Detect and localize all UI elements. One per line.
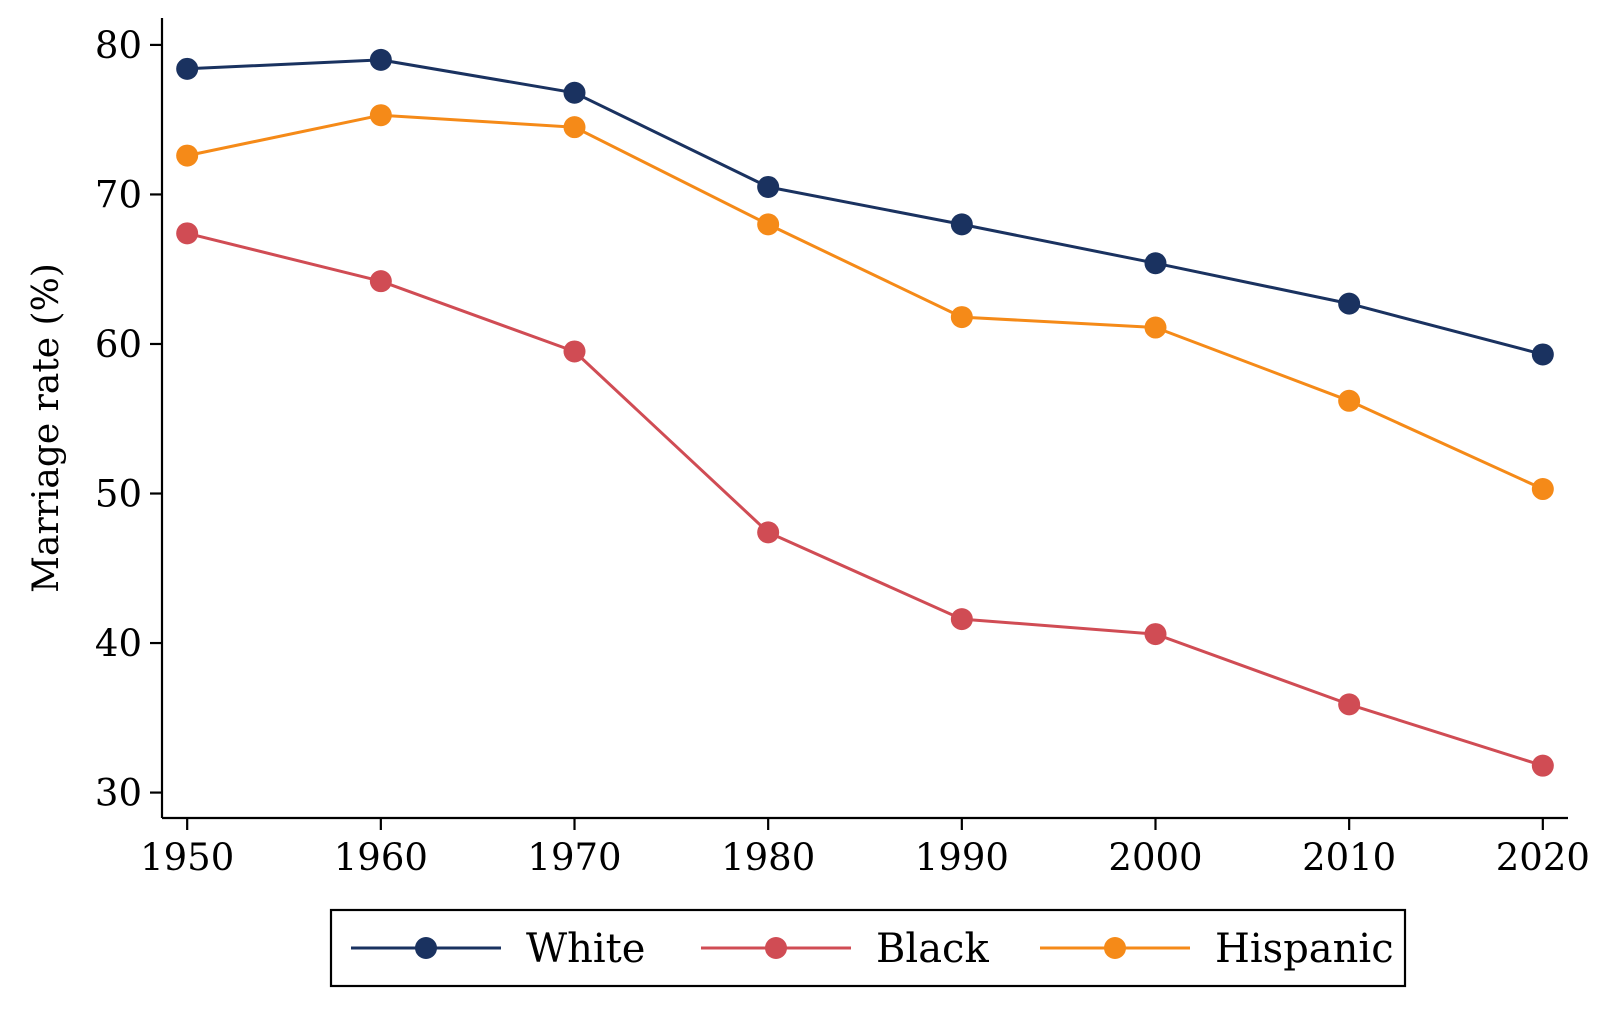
data-point-black: [950, 608, 973, 631]
x-tick-label: 2020: [1496, 836, 1590, 879]
legend-label: White: [526, 926, 645, 972]
data-point-black: [1144, 623, 1167, 646]
data-point-hispanic: [369, 104, 392, 127]
legend-key-marker: [765, 937, 787, 959]
data-point-hispanic: [563, 116, 586, 139]
data-point-black: [563, 340, 586, 363]
data-point-white: [950, 213, 973, 236]
axes: 30 40 50 60 70 80 1950 1960 1970 1980 1990 2000 201…: [26, 18, 1590, 879]
data-point-white: [369, 48, 392, 71]
data-point-black: [1531, 754, 1554, 777]
data-point-hispanic: [757, 213, 780, 236]
data-point-black: [369, 270, 392, 293]
legend: White Black Hispanic: [329, 908, 1407, 988]
legend-items: White Black Hispanic: [351, 926, 1394, 972]
legend-label: Hispanic: [1215, 926, 1394, 972]
y-tick-label: 60: [95, 323, 142, 366]
legend-item-hispanic: Hispanic: [1040, 926, 1394, 972]
x-tick-label: 1950: [140, 836, 234, 879]
x-tick-label: 2000: [1108, 836, 1202, 879]
legend-box: [329, 908, 1407, 988]
y-tick-label: 50: [95, 473, 142, 516]
legend-item-white: White: [351, 926, 645, 972]
data-point-black: [176, 222, 199, 245]
x-tick-label: 1960: [334, 836, 428, 879]
data-point-hispanic: [1531, 478, 1554, 501]
series-line-hispanic: [186, 113, 1544, 491]
data-point-white: [757, 175, 780, 198]
data-point-white: [176, 57, 199, 80]
legend-key-marker: [1104, 937, 1126, 959]
data-point-white: [1338, 292, 1361, 315]
y-tick-label: 70: [95, 173, 142, 216]
series-line-white: [187, 58, 1544, 356]
data-point-hispanic: [950, 306, 973, 329]
y-tick-label: 40: [95, 622, 142, 665]
x-tick-label: 2010: [1302, 836, 1396, 879]
legend-label: Black: [876, 926, 989, 972]
data-point-white: [563, 81, 586, 104]
data-point-hispanic: [176, 144, 199, 167]
series-white: [176, 48, 1554, 366]
data-point-hispanic: [1144, 316, 1167, 339]
series-line-black: [186, 231, 1544, 768]
y-tick-label: 30: [95, 772, 142, 815]
legend-key-marker: [415, 937, 437, 959]
data-point-white: [1144, 252, 1167, 275]
series-layer: [176, 48, 1554, 777]
legend-item-black: Black: [701, 926, 989, 972]
series-black: [176, 222, 1554, 777]
data-point-white: [1531, 343, 1554, 366]
data-point-hispanic: [1338, 389, 1361, 412]
data-point-black: [757, 521, 780, 544]
y-tick-label: 80: [95, 24, 142, 67]
x-axis-ticks: 1950 1960 1970 1980 1990 2000 2010 2020: [140, 818, 1590, 879]
y-axis-title: Marriage rate (%): [26, 263, 67, 593]
data-point-black: [1338, 693, 1361, 716]
series-hispanic: [176, 104, 1554, 501]
x-tick-label: 1990: [915, 836, 1009, 879]
x-tick-label: 1970: [527, 836, 621, 879]
x-tick-label: 1980: [721, 836, 815, 879]
y-axis-ticks: 30 40 50 60 70 80: [95, 24, 162, 815]
